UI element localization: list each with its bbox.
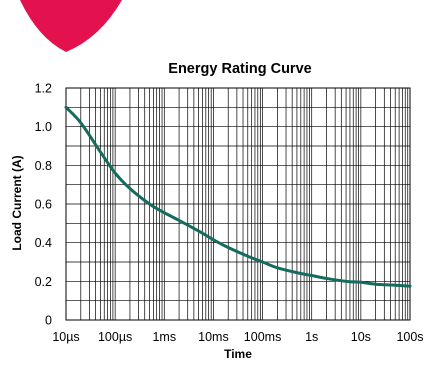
series-line [64,105,412,288]
x-axis-ticks: 10µs 100µs 1ms 10ms 100ms 1s 10s 100s [52,330,423,344]
chart-grid [65,87,410,321]
plot-area-frame [65,87,411,321]
x-tick-label: 100ms [244,330,282,344]
brand-logo-fragment [20,0,122,52]
y-tick-label: 1.2 [35,82,52,96]
x-tick-label: 10ms [198,330,229,344]
y-tick-label: 0.4 [35,236,52,250]
y-axis-ticks: 0 0.2 0.4 0.6 0.8 1.0 1.2 [35,82,52,328]
x-tick-label: 10µs [52,330,79,344]
x-tick-label: 1ms [152,330,176,344]
x-tick-label: 1s [305,330,318,344]
y-tick-label: 0 [45,314,52,328]
y-tick-label: 0.8 [35,159,52,173]
x-tick-label: 100s [396,330,423,344]
y-axis-label: Load Current (A) [10,155,24,250]
y-tick-label: 1.0 [35,120,52,134]
series-layer [64,105,412,288]
x-tick-label: 10s [351,330,371,344]
chart-title: Energy Rating Curve [168,61,311,77]
y-tick-label: 0.2 [35,275,52,289]
x-axis-label: Time [224,347,252,361]
x-tick-label: 100µs [98,330,132,344]
y-tick-label: 0.6 [35,198,52,212]
